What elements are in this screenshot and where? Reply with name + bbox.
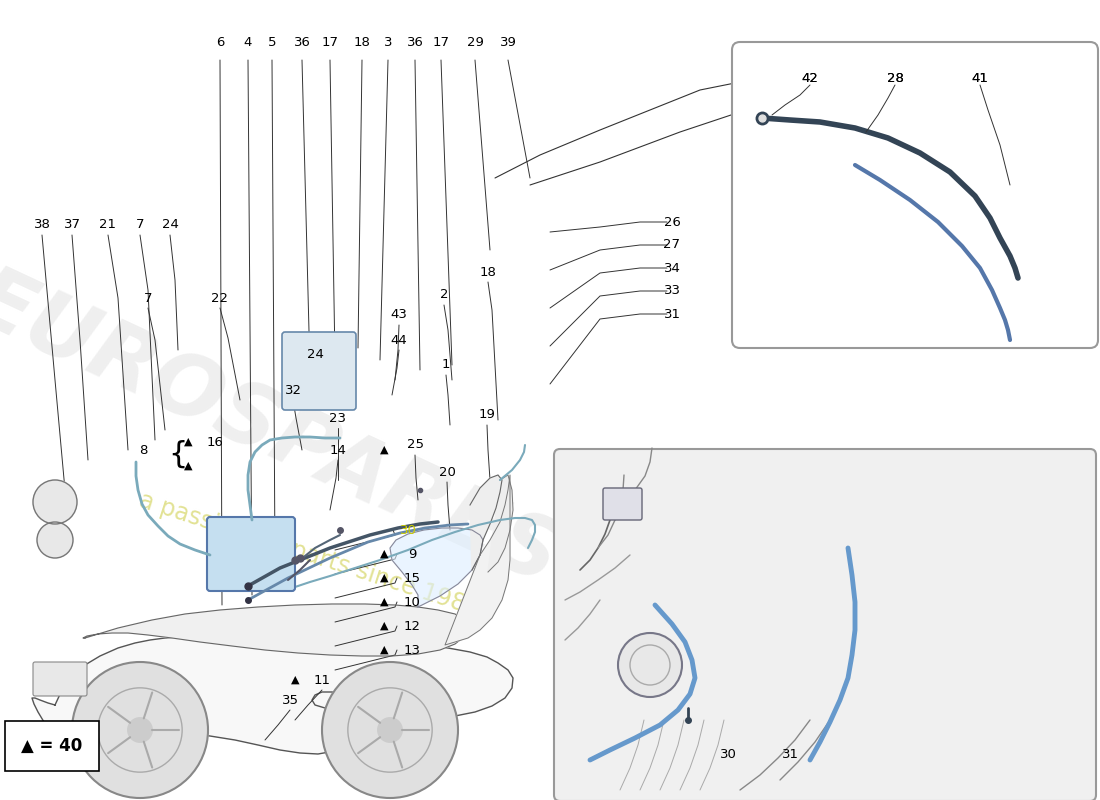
Text: 14: 14 — [330, 443, 346, 457]
Polygon shape — [82, 604, 470, 656]
Text: ▲: ▲ — [290, 675, 299, 685]
Text: 17: 17 — [321, 35, 339, 49]
Circle shape — [72, 662, 208, 798]
Text: 19: 19 — [478, 409, 495, 422]
Text: 3: 3 — [384, 35, 393, 49]
Text: ▲ = 40: ▲ = 40 — [21, 737, 82, 755]
FancyBboxPatch shape — [603, 488, 642, 520]
Text: 9: 9 — [408, 547, 416, 561]
Circle shape — [33, 480, 77, 524]
Text: EUROSPARES: EUROSPARES — [0, 258, 572, 602]
Text: 30: 30 — [399, 523, 417, 537]
Text: 41: 41 — [971, 71, 989, 85]
Text: 10: 10 — [404, 595, 420, 609]
Text: 2: 2 — [440, 289, 449, 302]
Text: 25: 25 — [407, 438, 424, 451]
Text: 32: 32 — [285, 383, 301, 397]
Text: 17: 17 — [432, 35, 450, 49]
Text: 37: 37 — [64, 218, 80, 231]
Text: 42: 42 — [802, 71, 818, 85]
Text: 13: 13 — [404, 643, 420, 657]
Text: 33: 33 — [663, 285, 681, 298]
Circle shape — [377, 718, 403, 742]
Text: 28: 28 — [887, 71, 903, 85]
Text: 31: 31 — [781, 749, 799, 762]
Text: 22: 22 — [211, 291, 229, 305]
Text: 20: 20 — [439, 466, 455, 478]
Text: 29: 29 — [466, 35, 483, 49]
Text: 23: 23 — [330, 411, 346, 425]
Text: 4: 4 — [244, 35, 252, 49]
Text: 1: 1 — [442, 358, 450, 371]
Text: ▲: ▲ — [379, 549, 388, 559]
Text: 5: 5 — [267, 35, 276, 49]
Text: 18: 18 — [480, 266, 496, 278]
Text: ▲: ▲ — [379, 597, 388, 607]
Text: 21: 21 — [99, 218, 117, 231]
Text: 42: 42 — [802, 71, 818, 85]
Text: a passion for parts since 1985: a passion for parts since 1985 — [136, 489, 484, 622]
Text: 38: 38 — [34, 218, 51, 231]
Polygon shape — [470, 475, 502, 570]
Text: ▲: ▲ — [379, 573, 388, 583]
FancyBboxPatch shape — [554, 449, 1096, 800]
Text: 41: 41 — [971, 71, 989, 85]
Text: 39: 39 — [499, 35, 516, 49]
FancyBboxPatch shape — [6, 721, 99, 771]
Polygon shape — [390, 528, 483, 607]
Text: ▲: ▲ — [184, 437, 192, 447]
Text: 35: 35 — [282, 694, 298, 706]
Text: ▲: ▲ — [379, 645, 388, 655]
Text: 27: 27 — [663, 238, 681, 251]
FancyBboxPatch shape — [732, 42, 1098, 348]
Text: 26: 26 — [663, 215, 681, 229]
Text: 36: 36 — [407, 35, 424, 49]
Text: 24: 24 — [307, 349, 323, 362]
Polygon shape — [32, 636, 513, 763]
Text: 34: 34 — [663, 262, 681, 274]
Circle shape — [618, 633, 682, 697]
Text: 12: 12 — [404, 619, 420, 633]
Text: ▲: ▲ — [379, 621, 388, 631]
Circle shape — [322, 662, 458, 798]
Text: 7: 7 — [144, 291, 152, 305]
Text: {: { — [168, 439, 188, 469]
Text: ▲: ▲ — [184, 461, 192, 471]
Text: 16: 16 — [207, 435, 223, 449]
FancyBboxPatch shape — [282, 332, 356, 410]
Circle shape — [128, 718, 152, 742]
Text: 11: 11 — [314, 674, 330, 686]
Circle shape — [37, 522, 73, 558]
Text: 7: 7 — [135, 218, 144, 231]
Text: 18: 18 — [353, 35, 371, 49]
Text: 44: 44 — [390, 334, 407, 346]
Text: 6: 6 — [216, 35, 224, 49]
Text: 24: 24 — [162, 218, 178, 231]
Text: 28: 28 — [887, 71, 903, 85]
FancyBboxPatch shape — [33, 662, 87, 696]
Text: 36: 36 — [294, 35, 310, 49]
Polygon shape — [488, 475, 513, 572]
Text: ▲: ▲ — [379, 445, 388, 455]
Text: 30: 30 — [719, 749, 736, 762]
Text: 43: 43 — [390, 309, 407, 322]
Polygon shape — [446, 475, 510, 645]
Text: 15: 15 — [404, 571, 420, 585]
Text: 31: 31 — [663, 307, 681, 321]
FancyBboxPatch shape — [207, 517, 295, 591]
Text: 8: 8 — [139, 443, 147, 457]
